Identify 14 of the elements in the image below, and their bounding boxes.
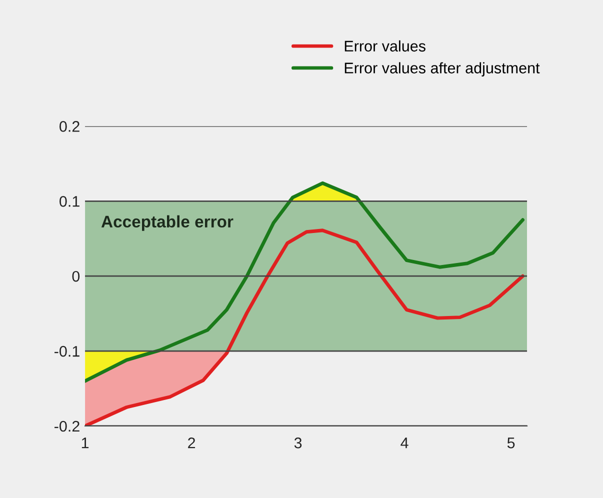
- x-tick-label: 1: [82, 438, 89, 448]
- y-tick-label: 0: [72, 270, 80, 282]
- x-tick-label: 4: [400, 438, 408, 448]
- y-tick-label: -0.2: [54, 420, 80, 432]
- legend-label: Error values after adjustment: [344, 62, 540, 76]
- y-tick-label: 0.2: [60, 121, 80, 132]
- x-tick-label: 5: [507, 438, 515, 448]
- legend-label: Error values: [344, 40, 426, 52]
- y-tick-label: -0.1: [54, 346, 80, 357]
- y-tick-label: 0.1: [60, 196, 80, 207]
- line-series: [85, 181, 524, 383]
- band-label: Acceptable error: [101, 215, 234, 231]
- x-tick-label: 3: [294, 438, 302, 448]
- x-tick-label: 2: [188, 438, 196, 448]
